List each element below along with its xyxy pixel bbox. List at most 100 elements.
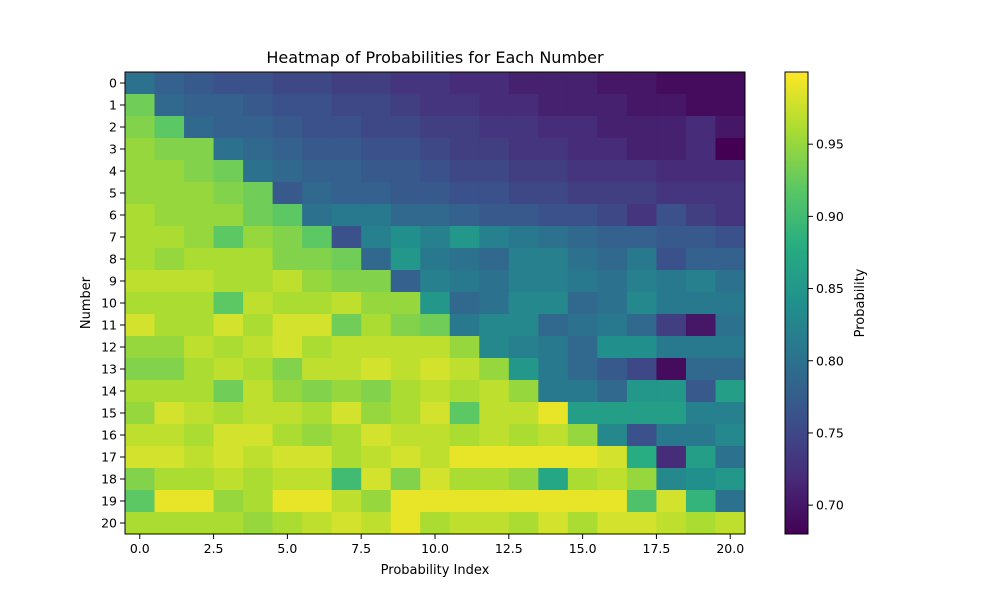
heatmap-cell xyxy=(125,248,156,271)
heatmap-cell xyxy=(538,446,569,469)
heatmap-cell xyxy=(685,446,716,469)
colorbar-tick-label: 0.90 xyxy=(816,209,844,224)
heatmap-cell xyxy=(508,402,539,425)
heatmap-cell xyxy=(420,270,451,293)
heatmap-cell xyxy=(302,182,333,205)
heatmap-cell xyxy=(272,182,303,205)
heatmap-cell xyxy=(479,204,510,227)
heatmap-cell xyxy=(154,160,185,183)
heatmap-cell xyxy=(184,270,215,293)
y-tick-label: 3 xyxy=(109,142,117,157)
heatmap-cell xyxy=(685,226,716,249)
heatmap-cell xyxy=(154,182,185,205)
heatmap-cell xyxy=(272,204,303,227)
heatmap-cell xyxy=(125,94,156,117)
heatmap-cell xyxy=(715,182,746,205)
y-tick-label: 11 xyxy=(101,318,117,333)
heatmap-cell xyxy=(715,204,746,227)
heatmap-cell xyxy=(390,468,421,491)
heatmap-cell xyxy=(567,182,598,205)
heatmap-cell xyxy=(449,336,480,359)
heatmap-cell xyxy=(272,424,303,447)
heatmap-cell xyxy=(361,226,392,249)
heatmap-cell xyxy=(656,468,687,491)
heatmap-cell xyxy=(390,292,421,315)
heatmap-cell xyxy=(243,512,274,535)
heatmap-cell xyxy=(685,160,716,183)
heatmap-cell xyxy=(479,468,510,491)
colorbar-tick-label: 0.85 xyxy=(816,281,844,296)
heatmap-cell xyxy=(390,226,421,249)
heatmap-cell xyxy=(626,292,657,315)
heatmap-cell xyxy=(449,402,480,425)
heatmap-cell xyxy=(715,314,746,337)
heatmap-cell xyxy=(597,358,628,381)
heatmap-cell xyxy=(626,446,657,469)
heatmap-cell xyxy=(567,446,598,469)
y-tick-label: 1 xyxy=(109,98,117,113)
heatmap-cell xyxy=(184,248,215,271)
heatmap-cell xyxy=(331,380,362,403)
heatmap-cell xyxy=(272,94,303,117)
heatmap-cell xyxy=(626,204,657,227)
heatmap-cell xyxy=(538,512,569,535)
heatmap-cell xyxy=(272,336,303,359)
heatmap-cell xyxy=(538,94,569,117)
heatmap-cell xyxy=(272,248,303,271)
heatmap-cell xyxy=(154,94,185,117)
heatmap-cell xyxy=(538,204,569,227)
heatmap-cell xyxy=(685,512,716,535)
heatmap-cell xyxy=(272,490,303,513)
heatmap-cell xyxy=(243,138,274,161)
y-tick-label: 15 xyxy=(101,406,117,421)
y-tick-label: 18 xyxy=(101,472,117,487)
heatmap-cell xyxy=(626,512,657,535)
heatmap-cell xyxy=(154,490,185,513)
x-tick-label: 7.5 xyxy=(351,541,371,556)
heatmap-cell xyxy=(508,512,539,535)
heatmap-cell xyxy=(272,138,303,161)
heatmap-cell xyxy=(390,336,421,359)
heatmap-cell xyxy=(361,314,392,337)
heatmap-cell xyxy=(420,160,451,183)
heatmap-cell xyxy=(184,116,215,139)
heatmap-cell xyxy=(390,138,421,161)
colorbar xyxy=(785,72,808,534)
heatmap-cell xyxy=(420,402,451,425)
heatmap-cell xyxy=(567,204,598,227)
heatmap-cell xyxy=(302,270,333,293)
heatmap-cell xyxy=(213,94,244,117)
heatmap-cell xyxy=(597,160,628,183)
heatmap-cell xyxy=(597,94,628,117)
heatmap-cell xyxy=(685,358,716,381)
heatmap-cell xyxy=(420,314,451,337)
heatmap-cell xyxy=(302,336,333,359)
heatmap-cell xyxy=(479,248,510,271)
heatmap-cell xyxy=(302,402,333,425)
heatmap-cell xyxy=(420,446,451,469)
y-tick-label: 9 xyxy=(109,274,117,289)
heatmap-cell xyxy=(626,490,657,513)
heatmap-cell xyxy=(361,292,392,315)
heatmap-cell xyxy=(331,182,362,205)
heatmap-cell xyxy=(597,226,628,249)
heatmap-cell xyxy=(390,402,421,425)
heatmap-cell xyxy=(449,468,480,491)
heatmap-cell xyxy=(479,336,510,359)
heatmap-cell xyxy=(597,292,628,315)
heatmap-cell xyxy=(479,160,510,183)
heatmap-cell xyxy=(302,72,333,95)
heatmap-cell xyxy=(331,424,362,447)
heatmap-cell xyxy=(331,358,362,381)
heatmap-cell xyxy=(626,182,657,205)
heatmap-cell xyxy=(420,336,451,359)
heatmap-cell xyxy=(715,402,746,425)
y-tick-label: 5 xyxy=(109,186,117,201)
heatmap-cell xyxy=(302,358,333,381)
x-axis-ticks: 0.0 2.5 5.0 7.5 10.0 12.5 15.0 17.5 20.0 xyxy=(130,534,744,556)
colorbar-tick-label: 0.95 xyxy=(816,137,844,152)
heatmap-cell xyxy=(715,380,746,403)
heatmap-cell xyxy=(479,358,510,381)
heatmap-cell xyxy=(508,270,539,293)
